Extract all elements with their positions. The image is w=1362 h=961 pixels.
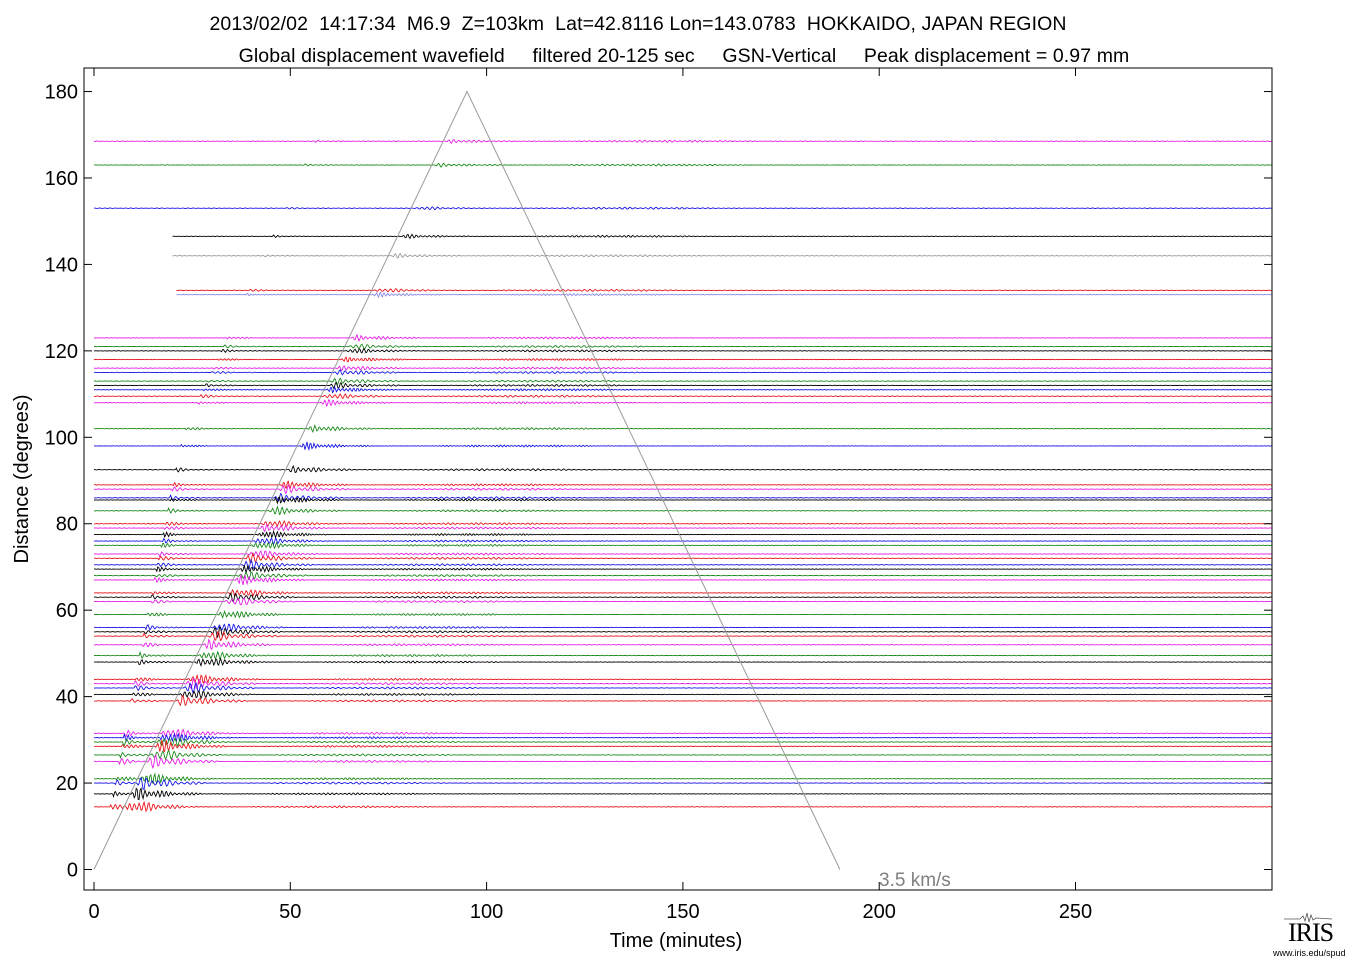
- seismogram-trace: [93, 333, 1272, 342]
- seismogram-trace: [94, 738, 1272, 752]
- seismogram-trace: [94, 496, 1272, 505]
- seismogram-trace: [172, 252, 1272, 259]
- x-tick-label: 100: [470, 901, 503, 923]
- seismogram-trace: [93, 772, 1272, 785]
- y-tick-label: 100: [45, 427, 78, 449]
- seismogram-trace: [93, 369, 1272, 376]
- chart-subtitle: Global displacement wavefield filtered 2…: [238, 45, 1130, 67]
- seismogram-trace: [93, 424, 1272, 434]
- x-tick-label: 0: [88, 901, 99, 923]
- seismogram-trace: [93, 139, 1272, 144]
- seismogram-trace: [94, 749, 1272, 761]
- y-tick-label: 80: [56, 514, 78, 536]
- seismogram-trace: [93, 381, 1272, 390]
- seismogram-trace: [93, 365, 1272, 372]
- seismogram-trace: [93, 558, 1272, 570]
- seismogram-trace: [93, 776, 1272, 790]
- y-tick-label: 0: [67, 860, 78, 882]
- y-tick-label: 40: [56, 687, 78, 709]
- seismogram-trace: [93, 623, 1272, 633]
- seismogram-trace: [94, 597, 1272, 606]
- x-tick-label: 150: [666, 901, 699, 923]
- seismogram-trace: [93, 657, 1272, 667]
- seismogram-trace: [94, 682, 1272, 695]
- seismogram-trace: [94, 638, 1272, 651]
- x-tick-label: 50: [279, 901, 301, 923]
- seismogram-trace: [93, 347, 1272, 354]
- seismogram-trace: [93, 754, 1272, 769]
- seismogram-trace: [93, 464, 1272, 474]
- seismogram-trace: [93, 541, 1272, 550]
- seismogram-trace: [93, 492, 1272, 503]
- y-tick-label: 180: [45, 82, 78, 104]
- seismogram-trace: [93, 800, 1272, 813]
- seismogram-trace: [176, 291, 1272, 299]
- seismogram-trace: [93, 480, 1272, 490]
- seismogram-trace: [176, 288, 1272, 293]
- y-axis-label: Distance (degrees): [11, 395, 33, 564]
- plot-frame: [83, 67, 1273, 891]
- seismogram-trace: [93, 162, 1272, 168]
- seismogram-trace: [93, 689, 1272, 700]
- iris-logo-url: www.iris.edu/spud: [1273, 948, 1346, 958]
- seismogram-trace: [93, 377, 1272, 386]
- seismogram-trace: [93, 592, 1272, 603]
- seismogram-trace: [93, 609, 1272, 619]
- iris-logo-seismogram-icon: [1284, 912, 1333, 923]
- x-tick-label: 200: [863, 901, 896, 923]
- seismogram-trace: [93, 737, 1272, 748]
- velocity-reference-line: [93, 90, 841, 870]
- seismogram-trace: [93, 573, 1272, 586]
- seismogram-trace: [93, 732, 1272, 743]
- iris-logo: IRIS www.iris.edu/spud: [1270, 910, 1362, 961]
- seismogram-trace: [93, 393, 1272, 399]
- seismogram-trace: [94, 626, 1272, 639]
- y-tick-label: 140: [45, 254, 78, 276]
- y-tick-label: 160: [45, 168, 78, 190]
- reference-line-layer: [93, 90, 841, 870]
- velocity-label: 3.5 km/s: [879, 870, 951, 891]
- seismogram-trace: [93, 441, 1272, 452]
- seismogram-trace: [94, 786, 1272, 801]
- seismogram-trace: [93, 549, 1272, 559]
- seismogram-trace: [93, 343, 1272, 350]
- seismogram-trace: [172, 233, 1272, 240]
- seismogram-trace: [93, 523, 1272, 533]
- seismogram-trace: [93, 399, 1272, 408]
- iris-logo-name: IRIS: [1288, 918, 1334, 947]
- seismogram-trace: [93, 386, 1272, 394]
- seismogram-trace: [93, 673, 1272, 685]
- seismogram-trace: [93, 588, 1272, 598]
- seismogram-trace: [94, 552, 1272, 563]
- axis-ticks: 0 50 100 150 200 250 0 20 40 60 80 100 120 140 160 180: [45, 68, 1272, 923]
- seismogram-trace: [93, 529, 1272, 540]
- seismogram-trace: [94, 650, 1272, 661]
- seismogram-trace: [93, 571, 1272, 581]
- seismogram-trace: [94, 520, 1272, 528]
- seismogram-trace: [93, 356, 1272, 363]
- seismogram-trace: [93, 505, 1272, 516]
- y-tick-label: 20: [56, 773, 78, 795]
- seismogram-trace: [93, 631, 1272, 642]
- y-tick-label: 120: [45, 341, 78, 363]
- x-tick-label: 250: [1059, 901, 1092, 923]
- seismogram-trace: [93, 564, 1272, 574]
- seismogram-trace: [93, 695, 1272, 707]
- seismogram-trace: [93, 728, 1272, 739]
- seismogram-trace: [94, 206, 1272, 211]
- y-tick-label: 60: [56, 600, 78, 622]
- seismogram-trace: [94, 677, 1272, 690]
- chart-title: 2013/02/02 14:17:34 M6.9 Z=103km Lat=42.…: [209, 13, 1067, 35]
- x-axis-label: Time (minutes): [610, 930, 743, 952]
- seismogram-trace: [93, 484, 1272, 494]
- traces-layer: [93, 139, 1272, 813]
